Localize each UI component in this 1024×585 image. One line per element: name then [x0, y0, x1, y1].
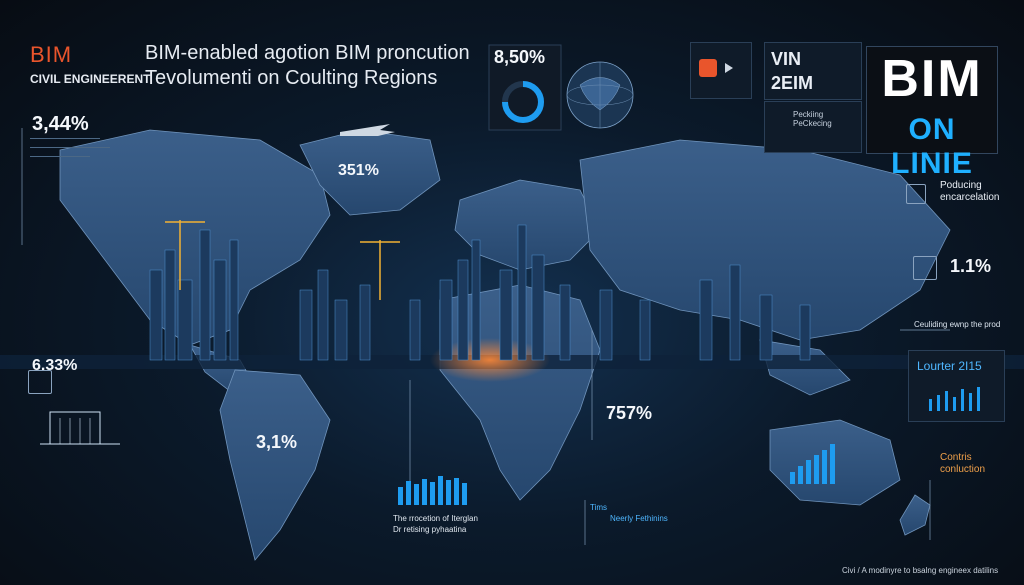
- europe-shape: [454, 179, 601, 271]
- bim-title: BIM: [30, 42, 73, 67]
- vin-title: VIN: [771, 49, 802, 69]
- pecking-title: Peckiing: [793, 110, 824, 119]
- bottom-bar-4: [422, 479, 427, 505]
- bottom-bar-6: [438, 476, 443, 505]
- new-zealand-shape: [899, 494, 931, 536]
- airplane-icon: [340, 124, 395, 136]
- civil-engineering-label: CIVIL ENGINEERENT: [30, 72, 151, 86]
- bim-online-panel: BIM ON LINIE: [866, 46, 998, 180]
- bottom-bar-7: [446, 480, 451, 505]
- pecking-subtitle: PeCkecing: [793, 119, 832, 128]
- stat-left-top: 3,44%: [32, 113, 89, 135]
- city-skyline: [149, 224, 811, 361]
- producing-title: Poducing: [940, 180, 982, 191]
- australia-shape: [769, 419, 901, 506]
- bottom-caption-2: Dr retising pyhaatina: [393, 525, 467, 534]
- headline-line-2: Tevolumenti on Coulting Regions: [145, 67, 438, 89]
- headline-line-1: BIM-enabled agotion BIM proncution: [145, 42, 470, 64]
- vin-subtitle: 2EIM: [771, 73, 814, 93]
- times-row-1: Neerly Fethinins: [610, 514, 668, 523]
- bottom-bar-2: [406, 481, 411, 505]
- contris-title: Contris: [940, 452, 972, 463]
- vin-card: VIN 2EIM: [764, 42, 862, 100]
- stat-donut: 8,50%: [494, 47, 546, 67]
- phone-icon: [913, 256, 937, 280]
- footer-note: Civi / A modinyre to bsalng engineex dat…: [842, 566, 999, 575]
- au-bar-1: [790, 472, 795, 484]
- bottom-caption-1: The rrocetion of Iterglan: [393, 514, 478, 523]
- stat-south-america: 3,1%: [256, 432, 298, 452]
- chart-icon: [28, 370, 52, 394]
- bottom-bar-8: [454, 478, 459, 505]
- building-line: Ceuliding ewnp the prod: [914, 320, 1001, 329]
- bottom-bar-1: [398, 487, 403, 505]
- stat-greenland: 351%: [338, 162, 379, 179]
- stat-left-mid: 6.33%: [32, 357, 78, 374]
- times-label: Tims: [590, 503, 608, 512]
- donut-arc: [502, 81, 544, 123]
- left-top-caption: [30, 136, 120, 163]
- building-icon: [40, 411, 120, 445]
- stat-africa-east: 757%: [606, 403, 653, 423]
- bottom-bar-5: [430, 482, 435, 505]
- au-bar-2: [798, 466, 803, 484]
- producing-subtitle: encarcelation: [940, 192, 1000, 203]
- north-america-shape: [59, 129, 331, 346]
- donut-card: [488, 44, 562, 131]
- lourter-card: Lourter 2I15: [908, 350, 1005, 422]
- lourter-title: Lourter 2I15: [917, 359, 982, 373]
- contris-subtitle: conluction: [940, 464, 986, 475]
- stat-east: 1.1%: [950, 256, 992, 276]
- au-bar-6: [830, 444, 835, 484]
- bottom-bar-3: [414, 484, 419, 505]
- south-america-shape: [219, 369, 331, 561]
- au-bar-3: [806, 460, 811, 484]
- au-bar-5: [822, 450, 827, 484]
- pecking-card: Peckiing PeCkecing: [764, 101, 862, 153]
- gear-icon: [906, 184, 926, 204]
- bim-online-title: BIM: [881, 50, 983, 108]
- bim-online-subtitle: ON LINIE: [891, 113, 973, 180]
- video-card: [690, 42, 752, 99]
- au-bar-4: [814, 455, 819, 484]
- connector-lines: [21, 128, 950, 545]
- crane-icon: [165, 220, 400, 300]
- bottom-bar-9: [462, 483, 467, 505]
